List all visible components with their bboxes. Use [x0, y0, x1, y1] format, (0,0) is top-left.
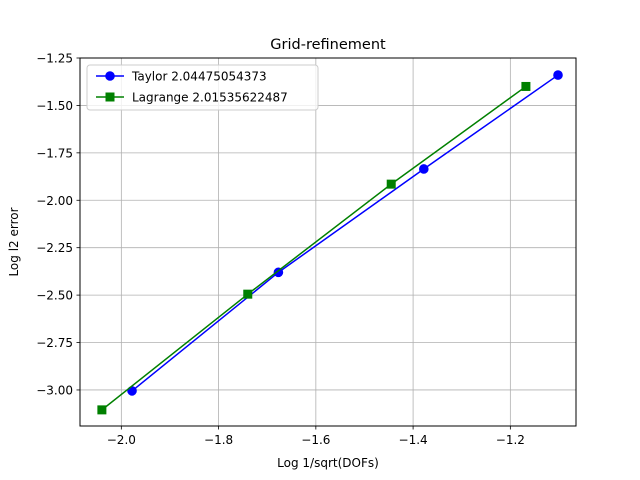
- y-axis-label: Log l2 error: [7, 207, 21, 276]
- x-tick-label: −1.4: [399, 433, 428, 447]
- x-tick-label: −2.0: [107, 433, 136, 447]
- chart-title: Grid-refinement: [270, 37, 386, 53]
- series-1: [97, 81, 531, 415]
- data-point: [243, 289, 253, 299]
- y-axis: −1.25 −1.50 −1.75 −2.00 −2.25 −2.50 −2.75 −3.00: [36, 52, 80, 397]
- data-point: [521, 81, 531, 91]
- y-tick-label: −1.25: [36, 52, 73, 66]
- data-point: [386, 179, 396, 189]
- y-tick-label: −2.50: [36, 289, 73, 303]
- series-line: [101, 85, 527, 411]
- legend-entry: Taylor 2.04475054373: [96, 70, 267, 84]
- y-tick-label: −1.75: [36, 146, 73, 160]
- legend-label: Lagrange 2.01535622487: [132, 91, 288, 105]
- x-tick-label: −1.6: [301, 433, 330, 447]
- y-tick-label: −2.00: [36, 194, 73, 208]
- y-tick-label: −1.50: [36, 99, 73, 113]
- legend-marker: [105, 71, 115, 81]
- legend-label: Taylor 2.04475054373: [131, 70, 267, 84]
- y-tick-label: −2.25: [36, 241, 73, 255]
- legend-box: [86, 64, 319, 111]
- legend-marker: [105, 92, 115, 102]
- legend-entry: Lagrange 2.01535622487: [96, 91, 288, 105]
- grid: [80, 57, 576, 426]
- data-point: [273, 267, 284, 278]
- plot-frame: [79, 57, 577, 427]
- data-point: [97, 405, 107, 415]
- series-layer: [97, 70, 563, 415]
- data-point: [418, 164, 429, 174]
- x-axis: −2.0 −1.8 −1.6 −1.4 −1.2: [107, 426, 525, 447]
- series-line: [131, 74, 559, 392]
- x-tick-label: −1.2: [496, 433, 525, 447]
- series-0: [127, 70, 563, 396]
- y-tick-label: −3.00: [36, 383, 73, 397]
- data-point: [553, 70, 563, 80]
- y-tick-label: −2.75: [36, 336, 73, 350]
- legend: Taylor 2.04475054373 Lagrange 2.015356224…: [86, 64, 319, 111]
- x-tick-label: −1.8: [204, 433, 233, 447]
- x-axis-label: Log 1/sqrt(DOFs): [277, 456, 379, 470]
